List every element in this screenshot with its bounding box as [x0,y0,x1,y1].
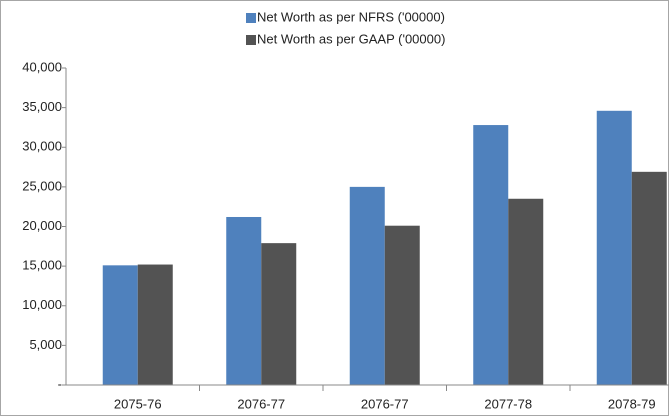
y-tick-label: 25,000 [22,178,62,193]
legend-label: Net Worth as per GAAP ('00000) [257,31,445,46]
bar [473,125,509,385]
y-tick-label: - [58,376,62,391]
x-tick-label: 2078-79 [608,396,656,411]
bar [349,186,385,385]
x-tick-label: 2075-76 [114,396,162,411]
x-tick-label: 2076-77 [361,396,409,411]
y-tick-label: 5,000 [29,337,62,352]
x-tick-label: 2076-77 [237,396,285,411]
bar [508,198,544,385]
y-tick-label: 15,000 [22,258,62,273]
legend-swatch [246,35,256,45]
legend-label: Net Worth as per NFRS ('00000) [257,9,445,24]
bar [226,216,262,385]
legend-swatch [246,13,256,23]
bar [102,265,138,385]
bar [137,264,173,385]
y-tick-label: 20,000 [22,218,62,233]
y-tick-label: 30,000 [22,139,62,154]
x-tick-label: 2077-78 [484,396,532,411]
y-tick-label: 10,000 [22,297,62,312]
bar [631,171,667,385]
y-tick-label: 40,000 [22,59,62,74]
bar [384,225,420,385]
bar [261,243,297,385]
bar [596,110,632,386]
y-tick-label: 35,000 [22,99,62,114]
